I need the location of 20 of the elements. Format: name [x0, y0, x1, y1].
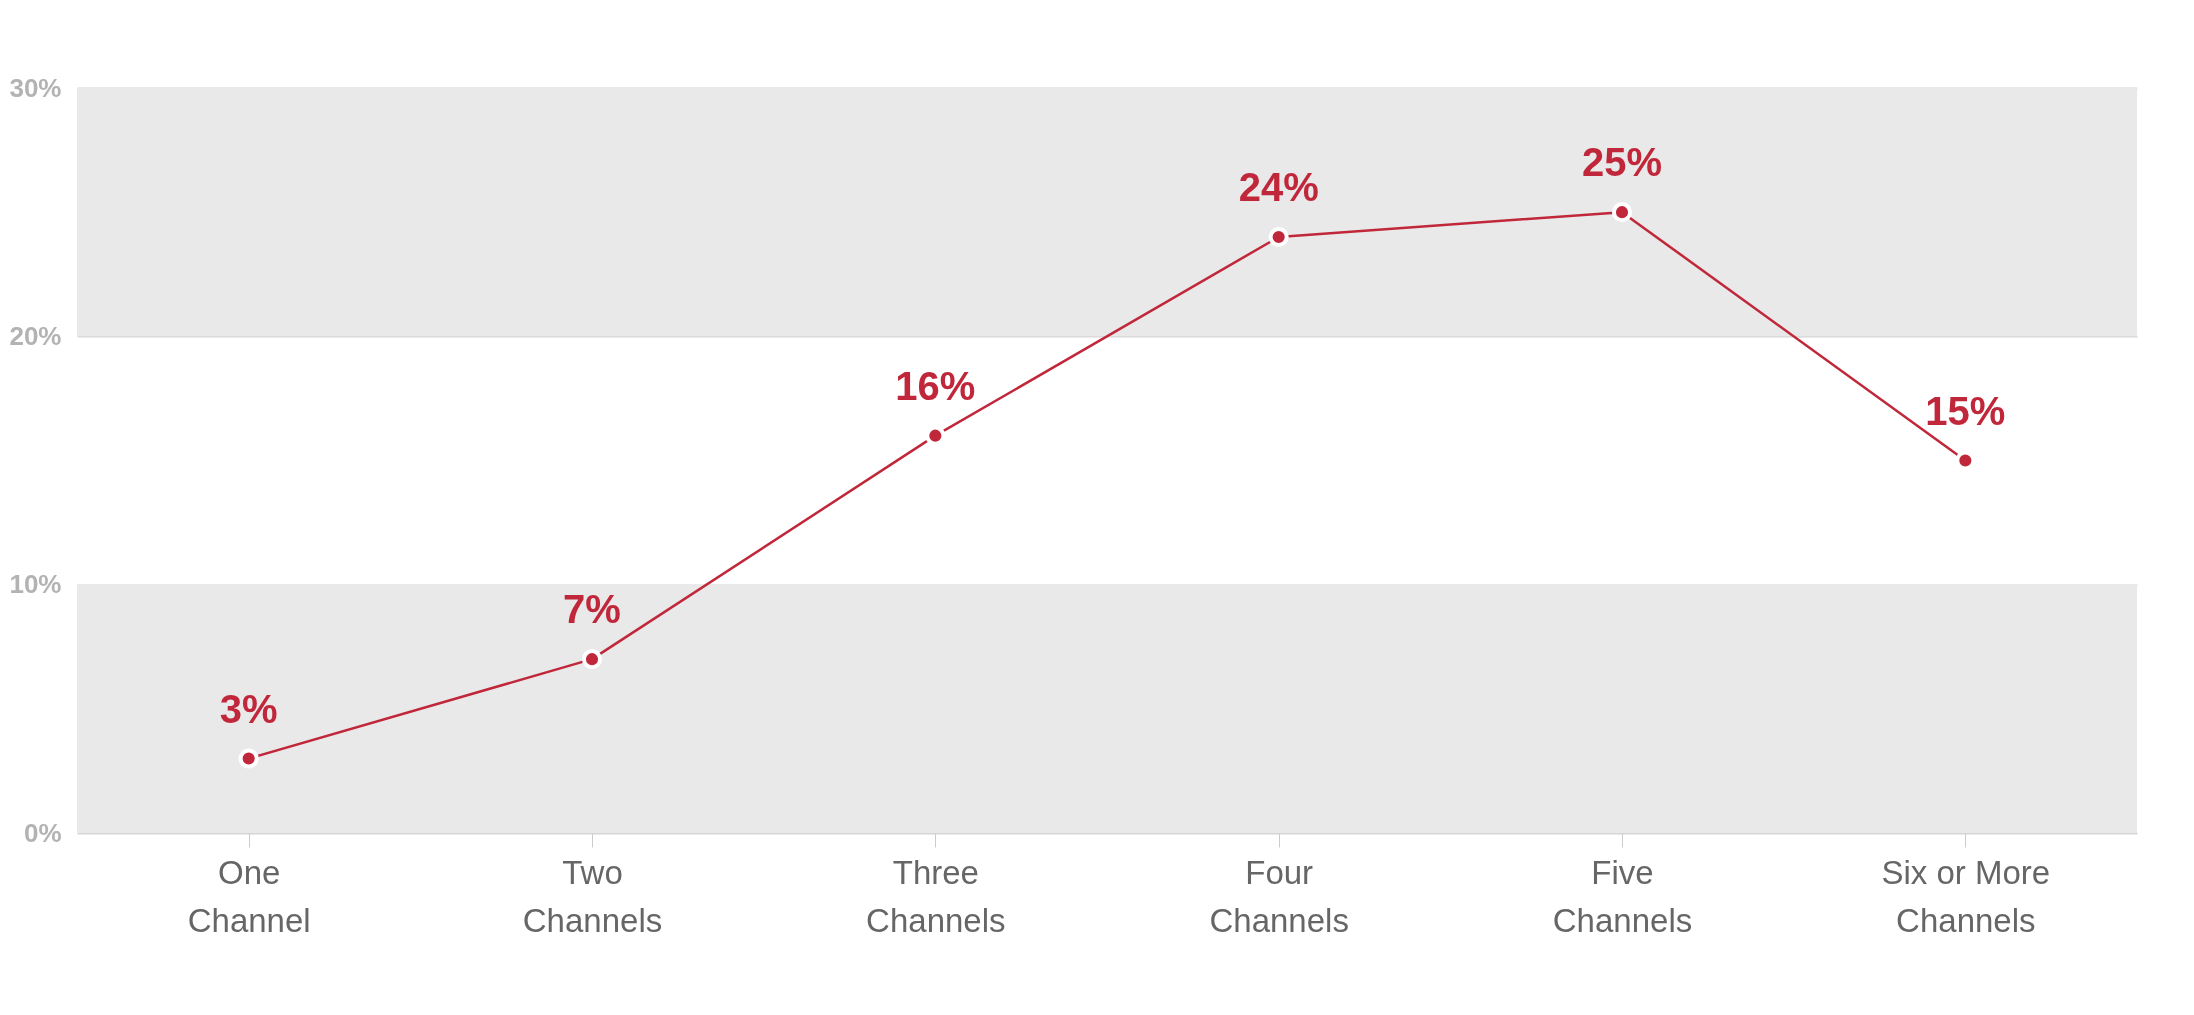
- y-tick-label: 0%: [23, 817, 62, 848]
- data-label: 16%: [895, 363, 976, 408]
- point: [1611, 202, 1633, 223]
- data-label: 24%: [1238, 165, 1319, 209]
- data-label: 15%: [1925, 388, 2006, 433]
- x-tick-label: One Channel: [187, 853, 311, 939]
- point: [1268, 226, 1289, 248]
- x-tick-label: Six or More Channels: [1881, 853, 2051, 939]
- x-tick-label: Three Channels: [866, 853, 1006, 939]
- data-label: 7%: [563, 587, 621, 632]
- x-tick-label: Five Channels: [1552, 853, 1693, 939]
- data-label: 25%: [1581, 140, 1663, 185]
- point: [581, 649, 603, 670]
- y-tick-label: 10%: [9, 569, 62, 600]
- x-tick-label: Two Channels: [522, 853, 663, 939]
- x-tick-label: Four Channels: [1209, 853, 1349, 939]
- y-tick-label: 20%: [9, 320, 62, 351]
- y-tick-label: 30%: [9, 72, 62, 103]
- point: [238, 748, 259, 769]
- data-label: 3%: [219, 686, 278, 731]
